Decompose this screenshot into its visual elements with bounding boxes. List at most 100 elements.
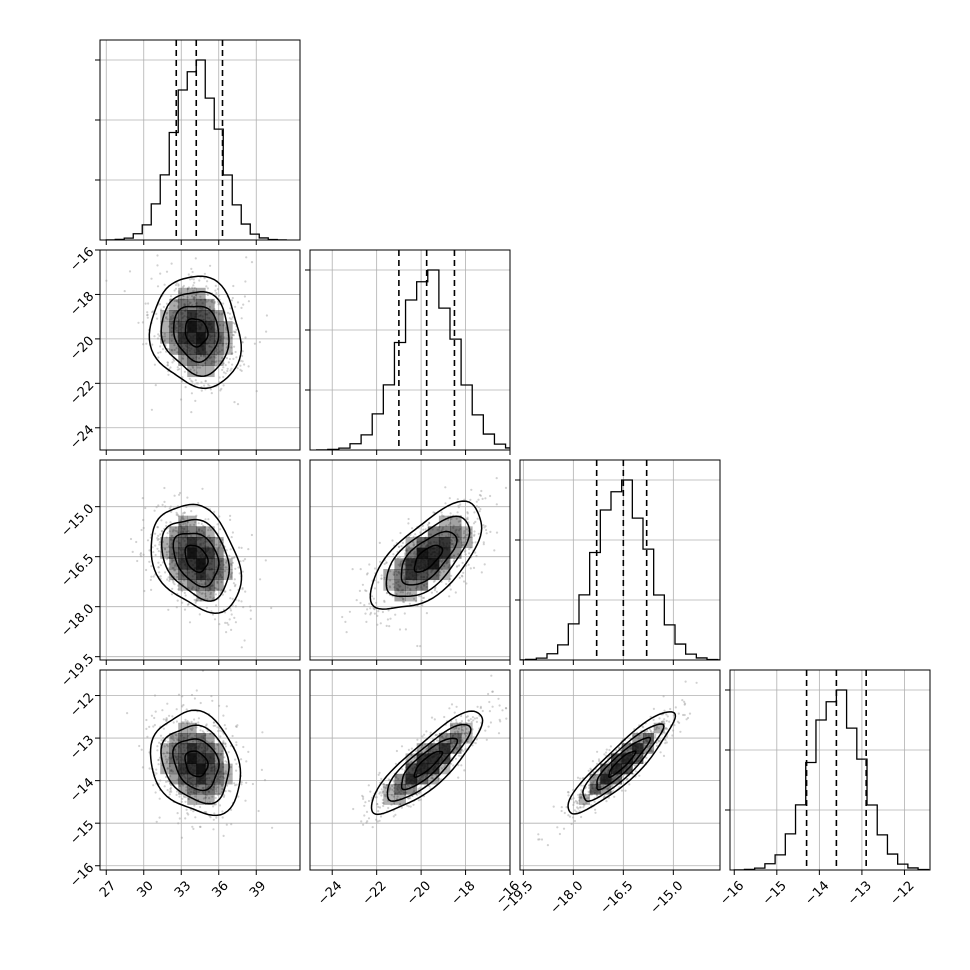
- density-cell: [611, 763, 623, 775]
- scatter-point: [649, 743, 653, 746]
- scatter-point: [442, 570, 445, 573]
- scatter-point: [590, 782, 593, 785]
- scatter-point: [383, 576, 386, 579]
- scatter-point: [435, 739, 438, 742]
- scatter-point: [216, 580, 219, 583]
- density-cell: [438, 547, 451, 559]
- scatter-point: [216, 581, 219, 584]
- scatter-point: [456, 730, 459, 733]
- scatter-point: [215, 790, 218, 793]
- scatter-point: [214, 747, 217, 750]
- scatter-point: [149, 578, 152, 582]
- scatter-point: [373, 587, 377, 590]
- scatter-point: [411, 527, 414, 530]
- ytick-label-1-2: −20: [67, 334, 97, 364]
- scatter-point: [695, 681, 698, 684]
- density-cell: [196, 773, 206, 785]
- scatter-point: [225, 561, 228, 564]
- scatter-point: [638, 774, 641, 777]
- scatter-point: [429, 731, 432, 734]
- scatter-point: [161, 503, 164, 506]
- scatter-point: [214, 289, 217, 292]
- scatter-point: [460, 720, 463, 723]
- xtick-label-0-1: 30: [134, 878, 156, 900]
- scatter-point: [197, 587, 200, 590]
- scatter-point: [461, 729, 464, 732]
- scatter-point: [378, 541, 381, 545]
- scatter-point: [222, 375, 225, 379]
- scatter-point: [416, 644, 419, 648]
- scatter-point: [465, 528, 468, 531]
- scatter-point: [224, 760, 227, 763]
- scatter-point: [139, 552, 143, 555]
- scatter-point: [624, 789, 627, 792]
- scatter-point: [216, 726, 219, 729]
- scatter-point: [230, 336, 233, 339]
- scatter-point: [210, 610, 213, 613]
- scatter-point: [168, 562, 171, 566]
- scatter-point: [463, 769, 466, 772]
- scatter-point: [379, 815, 383, 818]
- scatter-point: [472, 736, 475, 739]
- scatter-point: [188, 302, 191, 305]
- scatter-point: [495, 477, 498, 480]
- scatter-point: [421, 596, 424, 600]
- scatter-point: [193, 296, 196, 299]
- scatter-point: [199, 295, 202, 298]
- scatter-point: [457, 504, 460, 507]
- scatter-point: [224, 621, 227, 625]
- scatter-point: [465, 731, 468, 734]
- scatter-point: [434, 733, 438, 736]
- scatter-point: [469, 498, 472, 501]
- scatter-point: [475, 500, 478, 503]
- scatter-point: [187, 798, 190, 801]
- scatter-point: [460, 574, 463, 577]
- scatter-point: [221, 761, 224, 764]
- scatter-point: [401, 591, 404, 594]
- scatter-point: [489, 530, 492, 534]
- scatter-point: [221, 750, 224, 753]
- scatter-point: [217, 588, 220, 591]
- scatter-point: [231, 333, 235, 337]
- scatter-point: [156, 547, 159, 550]
- scatter-point: [208, 385, 211, 388]
- scatter-point: [683, 700, 686, 703]
- scatter-point: [401, 600, 405, 603]
- scatter-point: [148, 725, 151, 729]
- scatter-point: [398, 564, 401, 568]
- scatter-point: [217, 786, 220, 789]
- scatter-point: [358, 589, 361, 593]
- density-cell: [416, 773, 429, 785]
- scatter-point: [187, 286, 190, 289]
- scatter-point: [249, 605, 252, 608]
- scatter-point: [229, 369, 232, 372]
- scatter-point: [217, 303, 220, 306]
- scatter-point: [173, 559, 176, 562]
- ytick-label-3-3: −13: [67, 733, 97, 763]
- scatter-point: [168, 790, 171, 794]
- scatter-point: [189, 301, 192, 304]
- scatter-point: [174, 529, 177, 532]
- scatter-point: [497, 697, 500, 700]
- scatter-point: [162, 305, 165, 309]
- scatter-point: [197, 501, 200, 505]
- ytick-label-3-2: −14: [67, 775, 97, 805]
- scatter-point: [219, 528, 222, 531]
- ytick-label-2-3: −15.0: [59, 501, 98, 540]
- scatter-point: [415, 600, 418, 603]
- density-cell: [196, 579, 206, 591]
- scatter-point: [195, 371, 199, 374]
- scatter-point: [491, 690, 494, 693]
- scatter-point: [470, 488, 473, 491]
- scatter-point: [474, 541, 477, 544]
- scatter-point: [238, 572, 241, 575]
- density-cell: [600, 763, 612, 775]
- density-cell: [196, 794, 206, 805]
- scatter-point: [225, 784, 229, 787]
- scatter-point: [605, 800, 608, 803]
- density-cell: [223, 558, 233, 570]
- scatter-point: [153, 509, 156, 512]
- scatter-point: [232, 284, 235, 288]
- scatter-point: [157, 763, 160, 766]
- scatter-point: [396, 557, 399, 560]
